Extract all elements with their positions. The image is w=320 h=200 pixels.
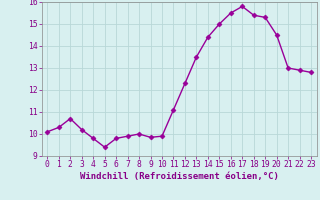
X-axis label: Windchill (Refroidissement éolien,°C): Windchill (Refroidissement éolien,°C)	[80, 172, 279, 181]
